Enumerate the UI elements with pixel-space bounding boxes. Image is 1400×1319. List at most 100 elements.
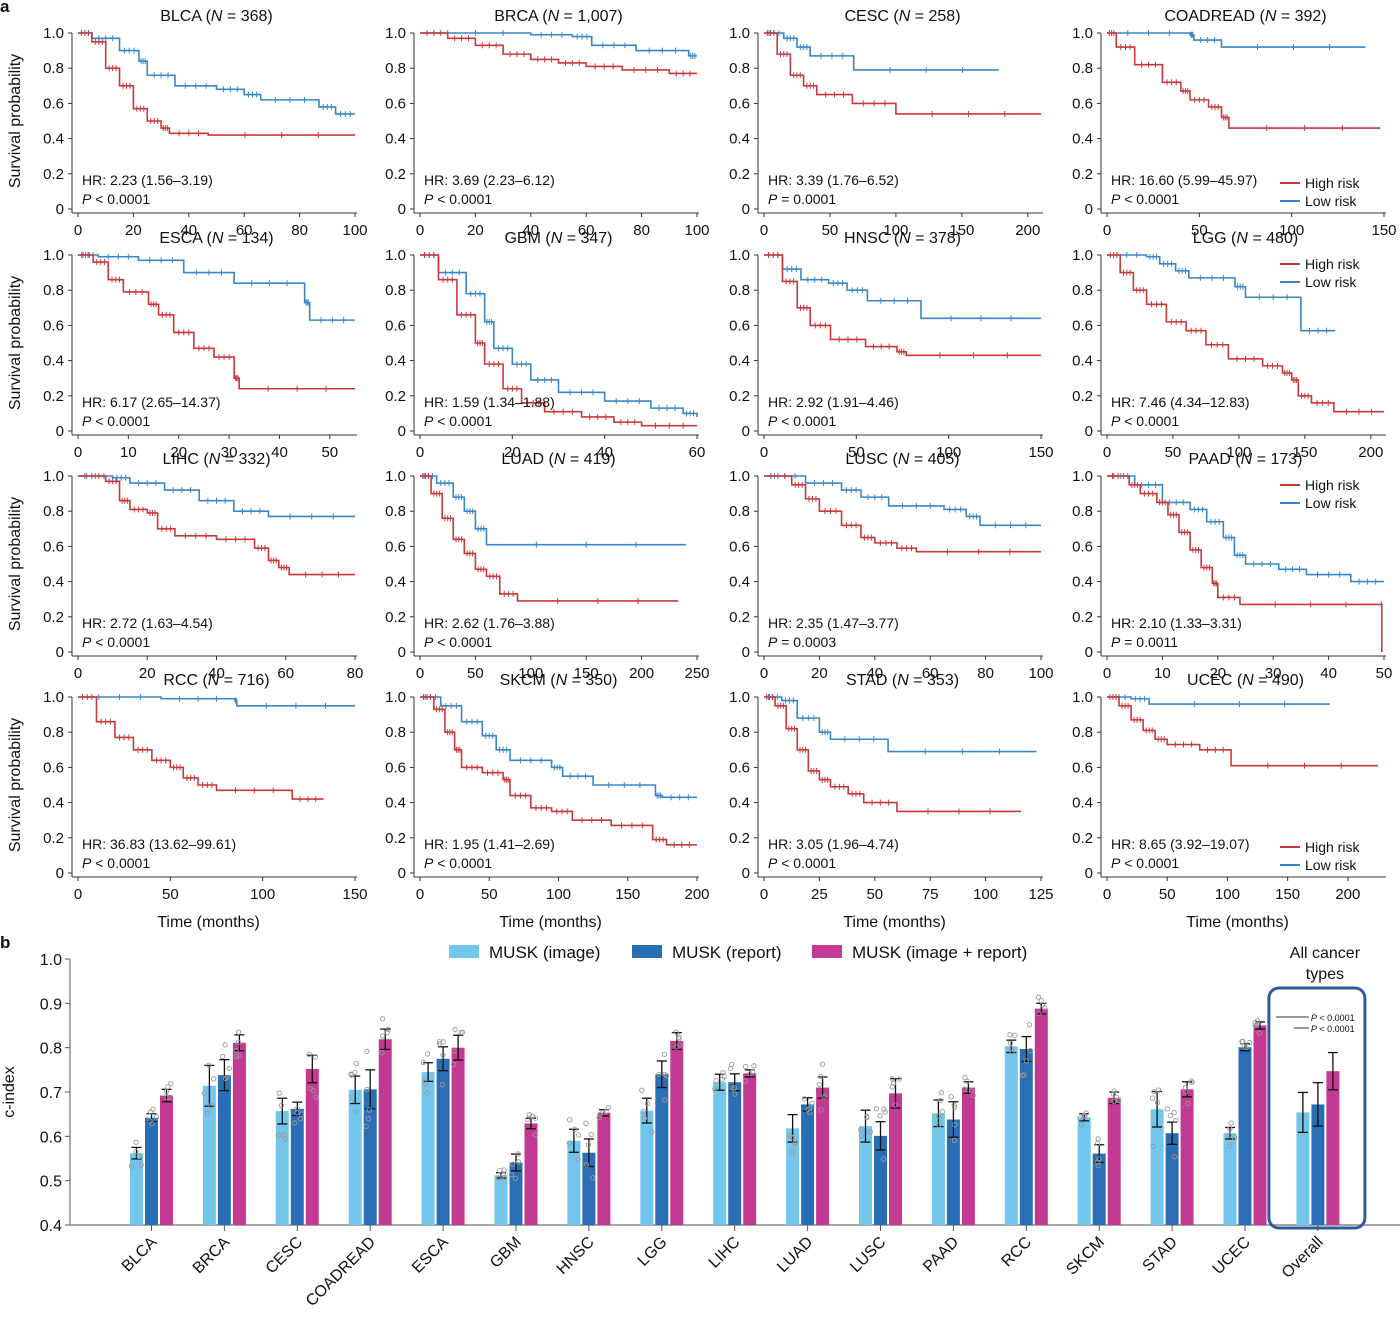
km-p-text: P = 0.0003 [768,634,836,650]
bar-y-axis-label: c-index [1,1066,18,1118]
fold-point [877,1113,883,1119]
legend-label: MUSK (image + report) [852,943,1027,962]
fold-point [641,1108,647,1114]
km-p-text: P < 0.0001 [82,855,150,871]
fold-point [1026,1022,1033,1028]
fold-point [1150,1143,1156,1149]
fold-point [163,1088,170,1095]
fold-point [275,1132,282,1139]
km-x-tick-label: 0 [416,886,424,903]
fold-point [385,1026,391,1032]
km-curve-low-risk [764,475,1041,527]
significance-label-1: P < 0.0001 [1311,1013,1355,1023]
fold-point [1227,1143,1233,1149]
km-hr-text: HR: 8.65 (3.92–19.07) [1111,836,1250,852]
fold-point [807,1105,813,1111]
fold-point [1173,1117,1179,1124]
fold-point [1154,1099,1161,1106]
bar-1 [1019,1048,1033,1225]
km-y-tick-label: 1.0 [729,247,750,264]
bar-2 [1180,1089,1194,1225]
fold-point [281,1132,287,1138]
km-y-tick-label: 0.6 [729,759,750,776]
km-y-tick-label: 1.0 [1072,689,1093,706]
fold-point [583,1120,589,1127]
km-x-tick-label: 150 [574,665,599,682]
km-x-tick-label: 0 [74,665,82,682]
fold-point [1008,1046,1014,1052]
legend-high-risk-label: High risk [1305,256,1360,272]
km-y-tick-label: 1.0 [1072,25,1093,42]
legend-low-risk-label: Low risk [1305,193,1357,209]
km-y-tick-label: 0.6 [1072,95,1093,112]
km-y-tick-label: 0 [1085,644,1093,661]
km-x-tick-label: 50 [162,886,179,903]
fold-point [819,1061,826,1067]
km-panel-luad: LUAD (N = 419) 0 0.2 0.4 0.6 0.8 1.0 0 50 100 150 2… [385,451,709,682]
km-y-tick-label: 0.4 [385,795,406,812]
fold-point [291,1120,298,1126]
fold-point [147,1118,153,1124]
km-x-tick-label: 20 [1209,665,1226,682]
km-x-tick-label: 200 [684,886,709,903]
fold-point [1228,1120,1234,1126]
fold-point [440,1052,446,1058]
fold-point [423,1081,429,1087]
fold-point [816,1081,823,1088]
km-title: PAAD (N = 173) [1189,451,1303,468]
fold-point [858,1133,864,1139]
km-x-tick-label: 100 [250,886,275,903]
bar-1 [801,1104,815,1225]
km-x-axis-label: Time (months) [1186,914,1289,931]
km-x-tick-label: 50 [1159,886,1176,903]
km-panel-ucec: UCEC (N = 490) 0 0.2 0.4 0.6 0.8 1.0 0 50 100 150 2… [1072,672,1386,931]
bar-0 [1004,1046,1018,1225]
km-title: LUAD (N = 419) [501,451,615,468]
bar-group-paad: PAAD [920,1074,976,1276]
km-curve-high-risk [1107,475,1383,652]
fold-point [1083,1110,1089,1116]
km-x-tick-label: 40 [271,444,288,461]
km-p-text: P < 0.0001 [768,413,836,429]
km-x-tick-label: 100 [883,222,908,239]
km-y-tick-label: 0.2 [729,609,750,626]
km-x-tick-label: 40 [522,222,539,239]
km-x-tick-label: 150 [1292,444,1317,461]
km-x-tick-label: 50 [481,886,498,903]
fold-point [964,1078,970,1084]
km-x-tick-label: 50 [848,444,865,461]
fold-point [379,1033,386,1039]
fold-point [585,1142,592,1148]
km-p-text: P < 0.0001 [82,634,150,650]
bar-x-tick-label: COADREAD [303,1234,379,1310]
km-title: HNSC (N = 378) [844,230,961,247]
bar-1 [874,1135,887,1225]
fold-point [596,1114,602,1121]
fold-point [713,1078,719,1084]
km-x-axis-label: Time (months) [843,914,946,931]
fold-point [1171,1154,1178,1160]
km-x-tick-label: 40 [208,665,225,682]
bar-2 [1107,1097,1121,1225]
cindex-bar-chart: 0.4 0.5 0.6 0.7 0.8 0.9 1.0 c-index MUSK (image)… [1,943,1400,1310]
km-curve-low-risk [1107,32,1366,48]
km-x-tick-label: 0 [760,222,768,239]
bar-1 [1092,1153,1106,1225]
km-x-tick-label: 0 [760,886,768,903]
fold-point [222,1042,228,1048]
km-x-tick-label: 50 [866,886,883,903]
km-curve-low-risk [764,32,999,71]
km-y-tick-label: 0.8 [729,724,750,741]
fold-point [306,1051,312,1058]
km-y-tick-label: 0 [398,201,406,218]
km-x-tick-label: 150 [342,886,367,903]
km-p-text: P < 0.0001 [82,191,150,207]
fold-point [676,1036,682,1042]
fold-point [1007,1032,1013,1038]
km-hr-text: HR: 3.39 (1.76–6.52) [768,172,899,188]
km-title: UCEC (N = 490) [1187,672,1304,689]
km-y-tick-label: 0.2 [1072,388,1093,405]
bar-2 [1326,1071,1340,1225]
bar-group-gbm: GBM [487,1112,538,1272]
km-y-tick-label: 1.0 [1072,247,1093,264]
